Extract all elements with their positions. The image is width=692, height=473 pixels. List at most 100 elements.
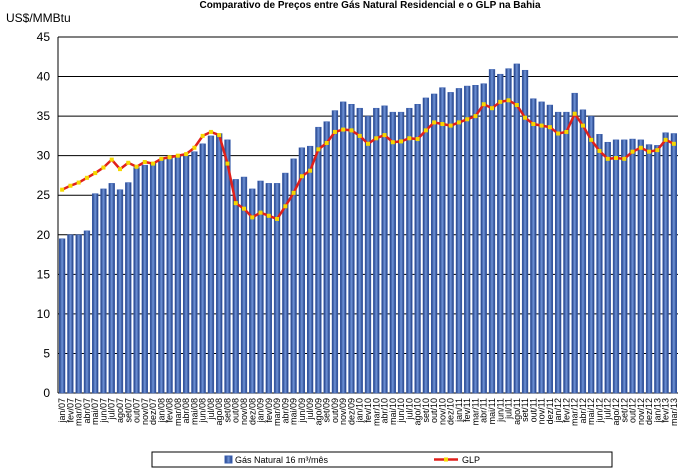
x-tick-label: abr/09 — [280, 398, 290, 424]
marker — [514, 103, 519, 108]
bar — [141, 164, 148, 394]
x-tick-label: jun/10 — [396, 398, 406, 424]
bar — [488, 69, 496, 394]
y-tick-label: 25 — [37, 188, 51, 202]
marker — [614, 156, 618, 161]
marker — [184, 152, 189, 157]
marker — [167, 155, 172, 160]
marker — [531, 122, 536, 127]
bar — [406, 107, 413, 394]
x-tick-label: mar/13 — [669, 398, 679, 426]
marker — [109, 157, 114, 162]
bar — [199, 143, 206, 394]
marker — [655, 148, 660, 153]
x-tick-label: jul/11 — [504, 398, 514, 420]
marker — [382, 133, 387, 138]
bar — [554, 111, 562, 394]
bar — [530, 98, 537, 394]
bar — [645, 144, 653, 394]
bar — [282, 172, 289, 394]
bar — [273, 183, 281, 394]
x-tick-label: fev/09 — [264, 398, 274, 423]
marker — [465, 117, 470, 122]
bar — [521, 69, 529, 394]
bar — [563, 111, 570, 394]
marker — [93, 171, 98, 176]
y-tick-label: 20 — [37, 228, 51, 242]
bar — [340, 101, 347, 394]
marker — [580, 123, 585, 128]
x-tick-label: fev/13 — [661, 398, 671, 423]
x-tick-label: mar/10 — [371, 398, 381, 426]
marker — [572, 111, 577, 116]
marker — [605, 156, 610, 161]
bar — [323, 121, 330, 394]
bar — [579, 109, 587, 394]
bar — [571, 92, 578, 394]
x-tick-label: abr/10 — [380, 398, 390, 424]
legend-marker — [444, 457, 448, 462]
bar — [604, 141, 611, 394]
bar — [100, 188, 107, 394]
x-tick-label: jan/07 — [57, 398, 67, 424]
x-tick-label: nov/12 — [636, 398, 646, 425]
bar — [306, 145, 314, 394]
x-tick-label: dez/12 — [644, 398, 654, 425]
marker — [415, 137, 420, 142]
x-tick-label: jan/10 — [355, 398, 365, 424]
x-tick-label: out/12 — [628, 398, 638, 423]
x-tick-label: ago/08 — [214, 398, 224, 426]
bar — [356, 107, 363, 394]
x-tick-label: dez/09 — [346, 398, 356, 425]
marker — [68, 183, 73, 188]
marker — [440, 122, 445, 127]
bar — [596, 134, 603, 394]
y-tick-label: 45 — [37, 30, 51, 44]
marker — [473, 114, 478, 119]
x-tick-label: out/09 — [330, 398, 340, 423]
marker — [242, 206, 246, 211]
marker — [638, 145, 643, 150]
x-tick-label: nov/09 — [338, 398, 348, 425]
marker — [159, 156, 164, 161]
marker — [118, 167, 122, 172]
x-tick-label: abr/08 — [181, 398, 191, 424]
x-tick-label: jul/08 — [206, 398, 216, 421]
x-tick-label: mai/07 — [90, 398, 100, 425]
marker — [490, 106, 494, 111]
y-tick-label: 40 — [37, 70, 51, 84]
marker — [630, 149, 635, 154]
marker — [60, 187, 65, 192]
x-tick-label: dez/08 — [247, 398, 257, 425]
bar — [546, 104, 554, 394]
y-tick-label: 15 — [37, 267, 51, 281]
bar — [240, 176, 248, 394]
bar — [397, 111, 405, 394]
marker — [192, 145, 197, 150]
marker — [374, 136, 379, 141]
x-tick-label: mar/08 — [173, 398, 183, 426]
y-axis-label: US$/MMBtu — [6, 11, 71, 25]
x-tick-label: out/07 — [132, 398, 142, 423]
marker — [84, 175, 89, 180]
bar — [75, 234, 82, 394]
marker — [225, 161, 230, 166]
y-tick-label: 0 — [43, 386, 50, 400]
marker — [498, 99, 503, 104]
marker — [76, 180, 81, 185]
bar — [67, 234, 74, 394]
x-tick-label: jan/08 — [156, 398, 166, 424]
x-tick-label: fev/07 — [65, 398, 75, 423]
bar — [670, 133, 678, 394]
bar — [480, 83, 487, 394]
bar — [92, 193, 99, 394]
marker — [283, 204, 288, 209]
x-tick-label: fev/11 — [462, 398, 472, 422]
x-tick-label: mar/07 — [74, 398, 84, 426]
bar — [257, 180, 264, 394]
bar — [232, 179, 239, 394]
bar — [381, 105, 388, 394]
x-tick-label: out/11 — [528, 398, 538, 422]
marker — [547, 125, 552, 130]
